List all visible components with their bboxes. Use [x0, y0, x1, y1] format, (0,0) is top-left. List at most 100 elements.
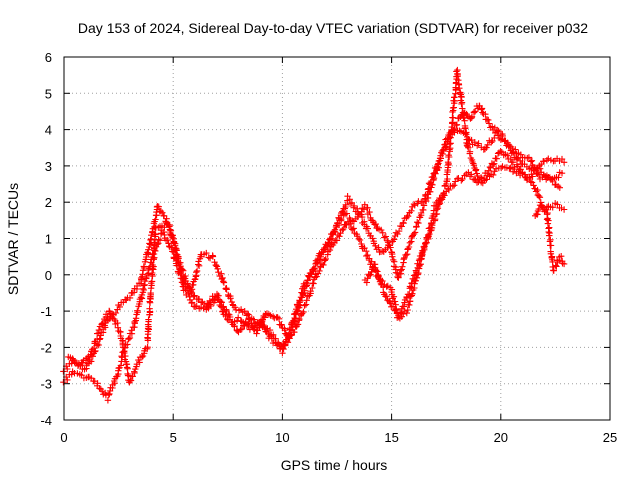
- data-point: [512, 146, 519, 153]
- data-point: [405, 243, 413, 251]
- data-point: [387, 244, 394, 251]
- y-tick-label: -1: [40, 304, 52, 319]
- data-point: [316, 256, 323, 263]
- data-point: [458, 93, 465, 101]
- data-point: [453, 121, 461, 128]
- data-point: [288, 332, 295, 339]
- x-axis-label: GPS time / hours: [281, 457, 388, 473]
- data-point: [458, 100, 465, 108]
- data-point: [421, 244, 428, 252]
- data-marks: [60, 66, 568, 404]
- data-point: [151, 230, 158, 238]
- data-point: [309, 284, 316, 292]
- data-point: [534, 211, 541, 218]
- data-point: [443, 143, 450, 151]
- data-point: [64, 365, 71, 373]
- data-point: [509, 159, 517, 166]
- data-point: [437, 155, 444, 162]
- data-point: [146, 305, 153, 312]
- data-point: [268, 335, 275, 342]
- data-point: [313, 273, 320, 280]
- series-segment-d: [361, 163, 566, 319]
- data-point: [402, 251, 410, 259]
- data-point: [410, 230, 418, 238]
- data-point: [447, 140, 454, 147]
- data-point: [484, 141, 491, 148]
- data-point: [237, 326, 244, 333]
- data-point: [170, 238, 177, 245]
- data-point: [390, 236, 398, 243]
- data-point: [377, 280, 385, 287]
- data-point: [144, 334, 151, 341]
- data-point: [130, 289, 138, 296]
- data-point: [269, 313, 277, 320]
- data-point: [300, 290, 307, 297]
- y-tick-label: -2: [40, 340, 52, 355]
- data-point: [397, 267, 404, 274]
- data-point: [426, 224, 433, 232]
- data-point: [349, 226, 356, 233]
- y-tick-label: 6: [45, 50, 52, 65]
- data-point: [399, 263, 406, 270]
- data-point: [468, 171, 475, 178]
- data-point: [317, 253, 324, 260]
- data-point: [400, 303, 408, 310]
- data-point: [218, 270, 225, 277]
- data-point: [149, 261, 156, 269]
- data-point: [139, 285, 147, 292]
- data-point: [159, 209, 166, 216]
- data-point: [538, 202, 545, 209]
- data-point: [540, 158, 548, 165]
- series-segment-e: [532, 202, 568, 274]
- data-point: [325, 240, 332, 247]
- data-point: [497, 148, 504, 155]
- data-point: [468, 113, 476, 120]
- data-point: [235, 314, 242, 321]
- data-point: [550, 267, 557, 274]
- data-point: [131, 318, 138, 326]
- data-point: [475, 140, 482, 147]
- data-point: [486, 163, 494, 171]
- data-point: [395, 274, 402, 281]
- data-point: [191, 292, 198, 299]
- data-point: [320, 249, 327, 256]
- data-point: [434, 161, 441, 168]
- data-point: [151, 239, 158, 247]
- data-point: [459, 175, 466, 183]
- data-point: [441, 192, 448, 199]
- y-tick-label: -3: [40, 377, 52, 392]
- data-point: [342, 201, 349, 208]
- data-point: [410, 200, 418, 208]
- data-point: [179, 266, 186, 273]
- data-point: [491, 160, 498, 167]
- data-point: [266, 326, 274, 334]
- data-point: [406, 239, 414, 246]
- data-point: [465, 144, 472, 151]
- data-point: [256, 324, 263, 331]
- y-tick-label: -4: [40, 413, 52, 428]
- data-point: [556, 184, 563, 191]
- data-point: [408, 279, 416, 287]
- data-point: [193, 267, 201, 275]
- data-point: [128, 327, 135, 334]
- data-point: [145, 246, 152, 253]
- data-point: [530, 182, 537, 189]
- data-point: [474, 172, 481, 180]
- data-point: [180, 274, 188, 281]
- data-point: [547, 250, 555, 257]
- data-point: [470, 162, 478, 169]
- series-track-b: [60, 66, 568, 404]
- data-point: [429, 181, 436, 188]
- data-point: [88, 358, 95, 365]
- data-point: [526, 174, 533, 182]
- data-point: [340, 225, 347, 233]
- data-point: [376, 276, 383, 283]
- data-point: [472, 108, 479, 115]
- y-tick-label: 4: [45, 123, 52, 138]
- data-point: [537, 199, 544, 206]
- data-point: [192, 303, 199, 310]
- data-point: [547, 242, 554, 249]
- data-point: [375, 244, 382, 251]
- data-point: [168, 244, 175, 251]
- chart-title: Day 153 of 2024, Sidereal Day-to-day VTE…: [78, 20, 588, 36]
